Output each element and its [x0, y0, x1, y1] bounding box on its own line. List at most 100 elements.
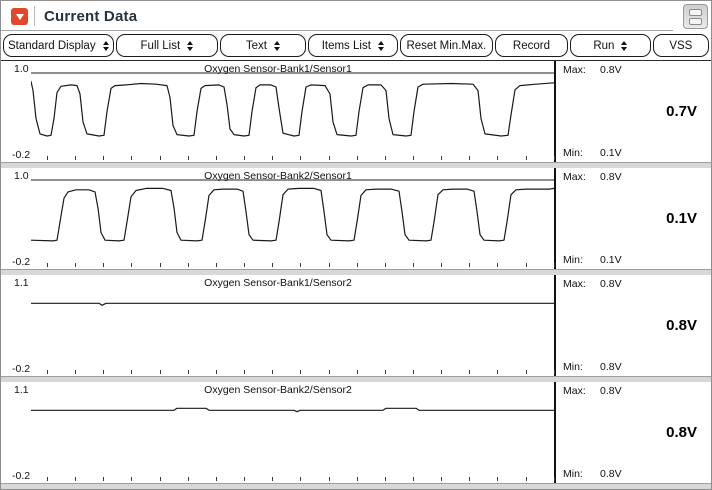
x-axis-tick: [159, 156, 161, 160]
x-axis-tick: [328, 263, 330, 267]
full-list-dropdown[interactable]: Full List: [115, 34, 219, 57]
x-axis-tick: [328, 477, 330, 481]
waveform-plot: 1.0 Oxygen Sensor-Bank1/Sensor1 -0.2: [1, 61, 555, 162]
y-axis-max-label: 1.0: [14, 170, 29, 182]
run-dropdown[interactable]: Run: [570, 34, 651, 57]
items-list-dropdown[interactable]: Items List: [307, 34, 398, 57]
x-axis-tick: [187, 370, 189, 374]
up-down-spinner-icon: [377, 40, 384, 51]
x-axis-tick: [441, 156, 443, 160]
panel-separator: [1, 483, 711, 489]
reset-min-max-button[interactable]: Reset Min.Max.: [399, 34, 493, 57]
standard-display-label: Standard Display: [8, 39, 96, 52]
max-label: Max:: [563, 385, 586, 397]
x-axis-tick: [47, 156, 48, 160]
x-axis-tick: [412, 156, 414, 160]
tile-windows-button[interactable]: [683, 4, 708, 29]
x-axis-tick: [497, 477, 499, 481]
x-axis-tick: [300, 477, 302, 481]
x-axis-tick: [131, 263, 133, 267]
tile-windows-icon: [689, 17, 702, 25]
up-down-spinner-icon: [102, 40, 109, 51]
max-value: 0.8V: [600, 278, 622, 290]
sensor-graph-panel: 1.0 Oxygen Sensor-Bank1/Sensor1 -0.2 Max…: [1, 61, 711, 168]
x-axis-tick: [412, 263, 414, 267]
sensor-graph-panel: 1.1 Oxygen Sensor-Bank1/Sensor2 -0.2 Max…: [1, 275, 711, 382]
x-axis-tick: [47, 477, 48, 481]
value-column: Max: 0.8V 0.7V Min: 0.1V: [555, 61, 711, 162]
x-axis-tick: [441, 370, 443, 374]
vss-button[interactable]: VSS: [652, 34, 709, 57]
x-axis-tick: [441, 477, 443, 481]
titlebar-underline: [1, 30, 673, 31]
record-button[interactable]: Record: [494, 34, 569, 57]
x-axis-tick: [525, 263, 527, 267]
y-axis-min-label: -0.2: [12, 256, 31, 268]
x-axis-tick: [469, 156, 471, 160]
x-axis-tick: [159, 263, 161, 267]
x-axis-tick: [187, 477, 189, 481]
title-bar: Current Data: [1, 1, 711, 31]
waveform-line: [31, 61, 554, 162]
waveform-plot: 1.1 Oxygen Sensor-Bank2/Sensor2 -0.2: [1, 382, 555, 483]
x-axis-tick: [441, 263, 443, 267]
current-value: 0.1V: [666, 210, 697, 227]
waveform-line: [31, 275, 554, 376]
x-axis-tick: [328, 156, 330, 160]
x-axis-tick: [384, 263, 386, 267]
record-label: Record: [512, 39, 550, 52]
x-axis-tick: [244, 263, 246, 267]
x-axis-tick: [103, 156, 105, 160]
x-axis-tick: [131, 156, 133, 160]
x-axis-tick: [215, 370, 217, 374]
y-axis-min-label: -0.2: [12, 363, 31, 375]
x-axis-tick: [384, 370, 386, 374]
y-axis-max-label: 1.1: [14, 384, 29, 396]
x-axis-tick: [553, 263, 555, 267]
max-value: 0.8V: [600, 385, 622, 397]
x-axis-ticks: [1, 155, 555, 160]
app-menu-icon[interactable]: [11, 7, 28, 25]
y-axis-min-label: -0.2: [12, 149, 31, 161]
x-axis-tick: [525, 370, 527, 374]
max-value: 0.8V: [600, 64, 622, 76]
min-value: 0.8V: [600, 361, 622, 373]
y-axis-max-label: 1.0: [14, 63, 29, 75]
graph-title: Oxygen Sensor-Bank2/Sensor2: [204, 384, 352, 396]
max-label: Max:: [563, 171, 586, 183]
standard-display-dropdown[interactable]: Standard Display: [3, 34, 114, 57]
min-value: 0.1V: [600, 147, 622, 159]
tile-windows-icon: [689, 8, 702, 16]
up-down-spinner-icon: [621, 40, 628, 51]
x-axis-tick: [75, 370, 77, 374]
sensor-graph-panel: 1.1 Oxygen Sensor-Bank2/Sensor2 -0.2 Max…: [1, 382, 711, 489]
x-axis-tick: [159, 477, 161, 481]
down-triangle-icon: [15, 13, 24, 20]
min-readout: Min: 0.8V: [563, 361, 622, 373]
x-axis-tick: [103, 263, 105, 267]
x-axis-ticks: [1, 262, 555, 267]
x-axis-tick: [469, 370, 471, 374]
x-axis-tick: [244, 477, 246, 481]
sensor-graph-panel: 1.0 Oxygen Sensor-Bank2/Sensor1 -0.2 Max…: [1, 168, 711, 275]
x-axis-tick: [469, 477, 471, 481]
x-axis-tick: [75, 263, 77, 267]
x-axis-tick: [553, 477, 555, 481]
x-axis-tick: [272, 156, 274, 160]
up-down-spinner-icon: [273, 40, 280, 51]
x-axis-tick: [300, 156, 302, 160]
x-axis-tick: [497, 370, 499, 374]
graph-panels: 1.0 Oxygen Sensor-Bank1/Sensor1 -0.2 Max…: [1, 60, 711, 489]
current-value: 0.8V: [666, 424, 697, 441]
x-axis-tick: [47, 370, 48, 374]
x-axis-tick: [215, 263, 217, 267]
value-column: Max: 0.8V 0.8V Min: 0.8V: [555, 382, 711, 483]
x-axis-tick: [356, 370, 358, 374]
x-axis-tick: [384, 477, 386, 481]
page-title: Current Data: [44, 7, 138, 25]
max-readout: Max: 0.8V: [563, 171, 622, 183]
text-dropdown[interactable]: Text: [220, 34, 306, 57]
max-readout: Max: 0.8V: [563, 385, 622, 397]
x-axis-tick: [328, 370, 330, 374]
x-axis-tick: [525, 477, 527, 481]
